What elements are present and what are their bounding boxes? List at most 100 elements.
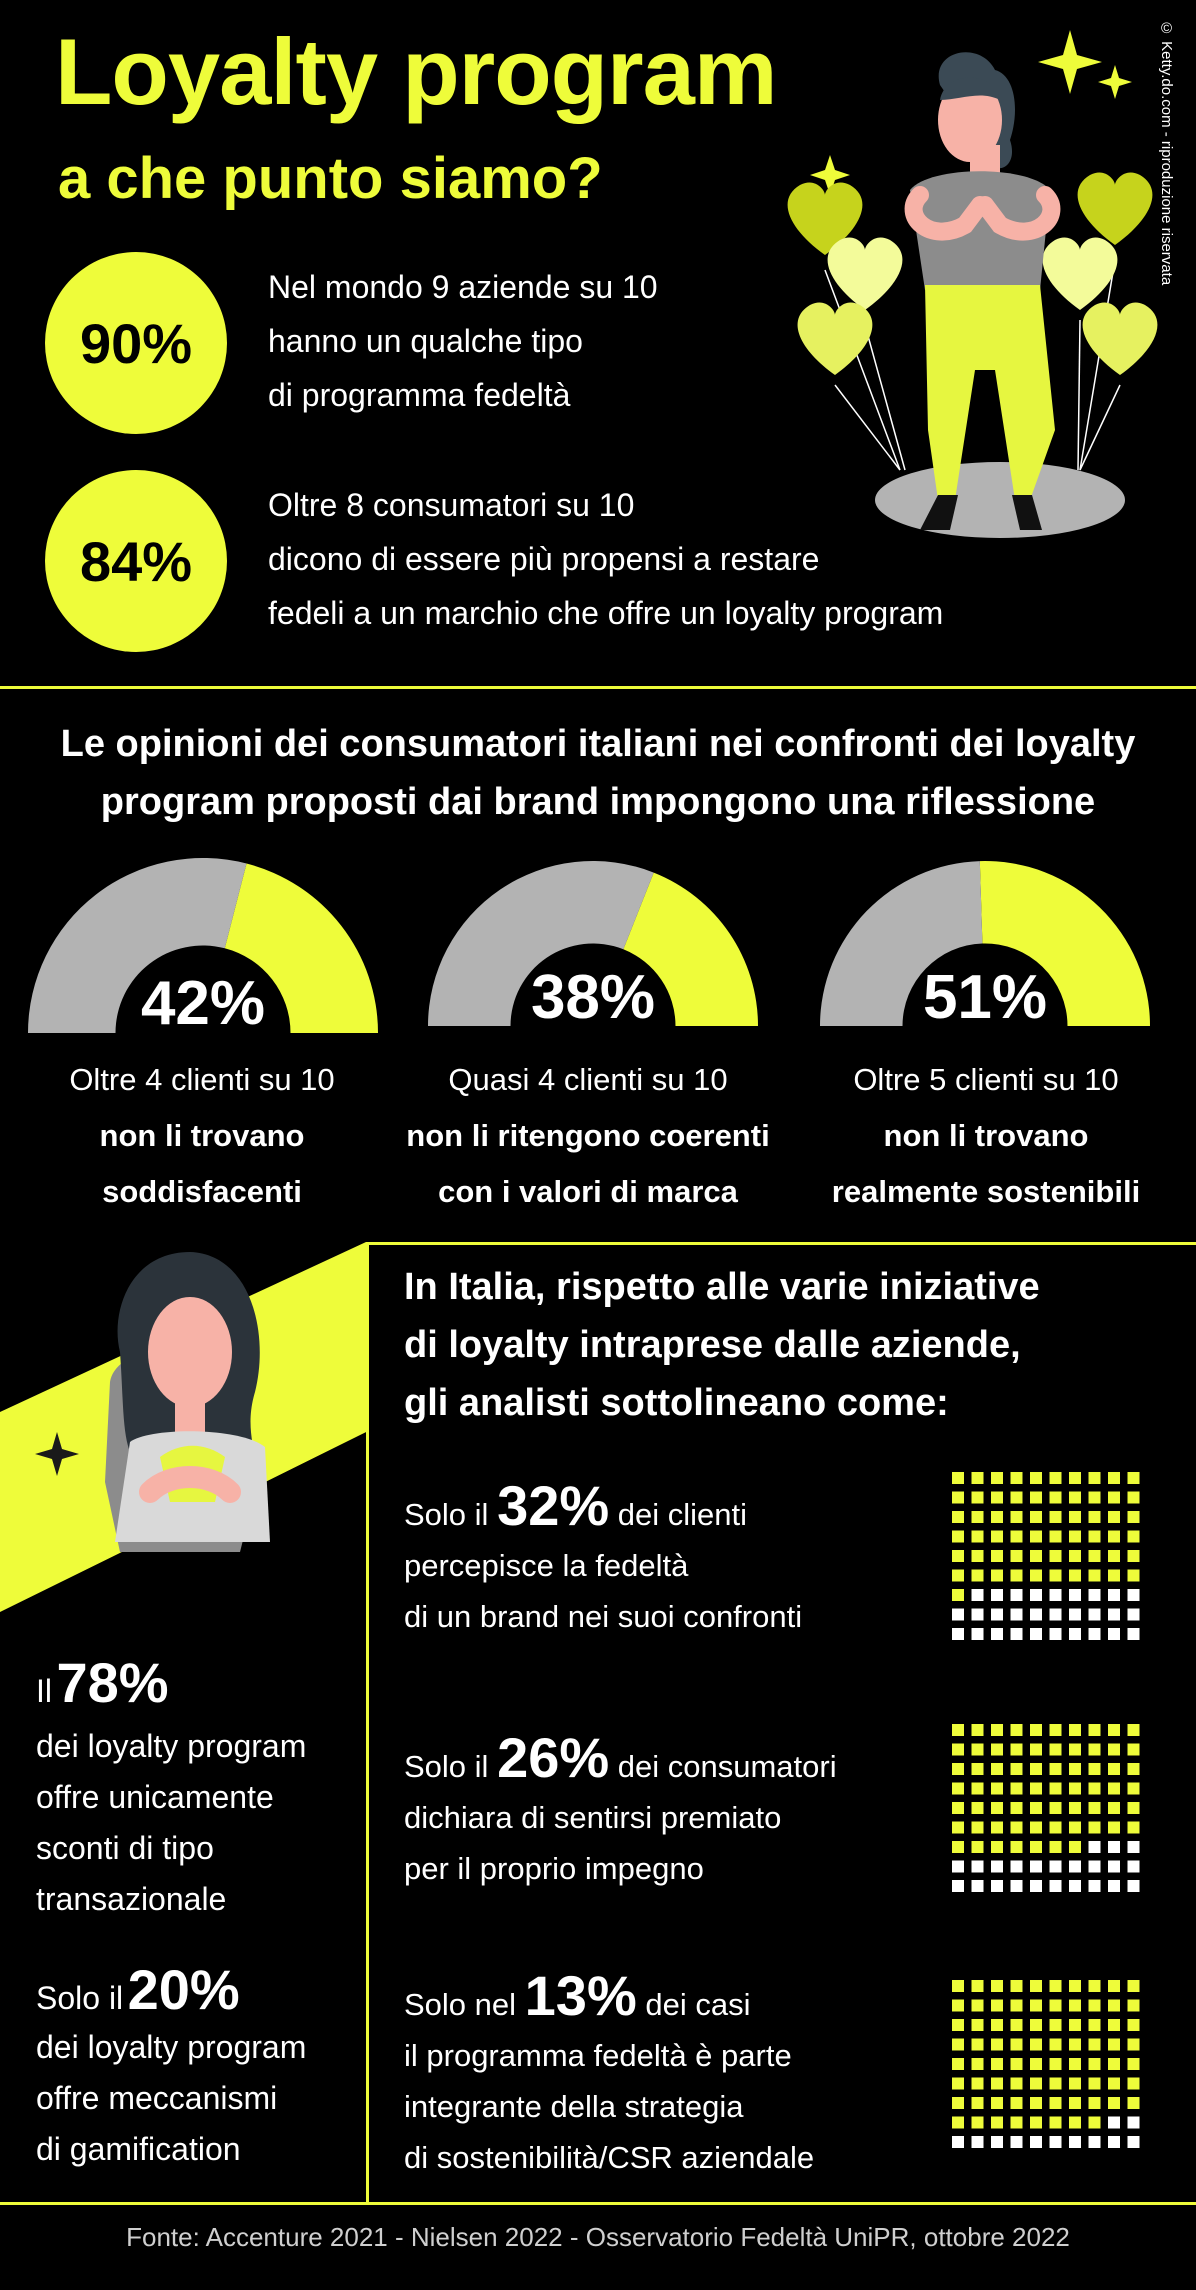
dot-yellow: [1088, 1511, 1101, 1523]
dot-yellow: [1088, 1782, 1101, 1795]
dot-yellow: [991, 2058, 1003, 2070]
dot-yellow: [971, 1763, 984, 1775]
dot-white: [1088, 1628, 1101, 1640]
dot-white: [991, 1860, 1003, 1873]
gauge-42: 42%: [28, 858, 378, 1038]
dot-yellow: [1069, 1569, 1081, 1582]
dot-yellow: [1127, 1724, 1140, 1736]
dot-white: [1049, 2136, 1062, 2148]
dot-yellow: [952, 2116, 964, 2129]
dot-yellow: [1127, 1511, 1140, 1523]
dot-white: [1108, 1589, 1120, 1601]
dot-yellow: [952, 1511, 964, 1523]
dot-white: [1127, 2136, 1140, 2148]
dot-white: [1049, 1860, 1062, 1873]
dot-yellow: [1010, 2116, 1023, 2129]
dot-yellow: [1108, 1763, 1120, 1775]
dot-yellow: [1010, 1569, 1023, 1582]
dot-yellow: [1088, 1724, 1101, 1736]
dot-yellow: [1088, 1491, 1101, 1504]
dot-yellow: [991, 1821, 1003, 1834]
gauge-value-arc: [623, 872, 758, 1026]
dot-yellow: [1010, 1491, 1023, 1504]
dot-yellow: [991, 2077, 1003, 2090]
dot-white: [1088, 2136, 1101, 2148]
dot-yellow: [1108, 1472, 1120, 1484]
dot-yellow: [991, 1724, 1003, 1736]
dot-yellow: [1030, 1999, 1042, 2012]
dot-yellow: [952, 1802, 964, 1814]
dot-yellow: [1127, 1491, 1140, 1504]
dot-white: [971, 1628, 984, 1640]
dot-white: [952, 1608, 964, 1621]
dot-yellow: [952, 1782, 964, 1795]
gauge-51-value: 51%: [922, 963, 1048, 1032]
dot-yellow: [1127, 1743, 1140, 1756]
dot-yellow: [1108, 1550, 1120, 1562]
dot-white: [1010, 2136, 1023, 2148]
gauge-rest-arc: [820, 861, 983, 1026]
dot-yellow: [1108, 2077, 1120, 2090]
dot-yellow: [1010, 1530, 1023, 1543]
dot-yellow: [1108, 1530, 1120, 1543]
dot-yellow: [1030, 1782, 1042, 1795]
dot-yellow: [1010, 2077, 1023, 2090]
dot-yellow: [1108, 1569, 1120, 1582]
dot-yellow: [1030, 1802, 1042, 1814]
dot-white: [1030, 2136, 1042, 2148]
dot-yellow: [971, 1821, 984, 1834]
dot-yellow: [991, 1550, 1003, 1562]
dot-yellow: [952, 1550, 964, 1562]
dot-yellow: [952, 1530, 964, 1543]
dot-yellow: [1108, 1743, 1120, 1756]
gauge-38-caption: Quasi 4 clienti su 10 non li ritengono c…: [406, 1062, 770, 1209]
dot-yellow: [952, 1472, 964, 1484]
dot-yellow: [1127, 1569, 1140, 1582]
dot-white: [1108, 1628, 1120, 1640]
dot-yellow: [971, 1569, 984, 1582]
dot-yellow: [991, 1472, 1003, 1484]
dot-yellow: [1088, 2116, 1101, 2129]
dot-yellow: [1049, 1472, 1062, 1484]
dot-white: [1069, 1860, 1081, 1873]
dot-yellow: [1049, 1841, 1062, 1853]
gauge-rest-arc: [28, 858, 247, 1033]
dot-white: [1030, 1589, 1042, 1601]
dot-white: [1108, 1880, 1120, 1892]
dot-white: [991, 1589, 1003, 1601]
dot-yellow: [1108, 1511, 1120, 1523]
dot-yellow: [1108, 1491, 1120, 1504]
lower-top-divider: [366, 1242, 1196, 1245]
dot-yellow: [1088, 1980, 1101, 1992]
dot-yellow: [971, 1511, 984, 1523]
analyst-item-32: Solo il 32% dei clienti percepisce la fe…: [404, 1474, 803, 1635]
dot-yellow: [1088, 1763, 1101, 1775]
dot-yellow: [971, 1841, 984, 1853]
gauge-51-caption: Oltre 5 clienti su 10 non li trovano rea…: [831, 1062, 1141, 1209]
dot-matrix-32: [952, 1472, 1140, 1640]
dot-yellow: [1108, 2038, 1120, 2051]
dot-yellow: [1127, 2097, 1140, 2109]
dot-white: [1049, 1589, 1062, 1601]
dot-yellow: [1088, 1472, 1101, 1484]
dot-white: [1088, 1589, 1101, 1601]
gauge-42-value: 42%: [140, 969, 266, 1038]
dot-white: [1108, 2136, 1120, 2148]
dot-yellow: [1030, 1550, 1042, 1562]
dot-white: [1108, 1841, 1120, 1853]
dot-yellow: [952, 2058, 964, 2070]
dot-yellow: [952, 2077, 964, 2090]
dot-white: [1049, 1880, 1062, 1892]
dot-yellow: [1108, 1821, 1120, 1834]
dot-matrix-26: [952, 1724, 1140, 1892]
dot-white: [1127, 1608, 1140, 1621]
dot-yellow: [1049, 1491, 1062, 1504]
dot-yellow: [1069, 1763, 1081, 1775]
dot-white: [952, 1880, 964, 1892]
dot-yellow: [1049, 1569, 1062, 1582]
dot-white: [1127, 1589, 1140, 1601]
gauge-51: 51%: [820, 858, 1150, 1032]
dot-yellow: [1127, 2019, 1140, 2031]
dot-yellow: [1108, 1724, 1120, 1736]
dot-white: [952, 1628, 964, 1640]
